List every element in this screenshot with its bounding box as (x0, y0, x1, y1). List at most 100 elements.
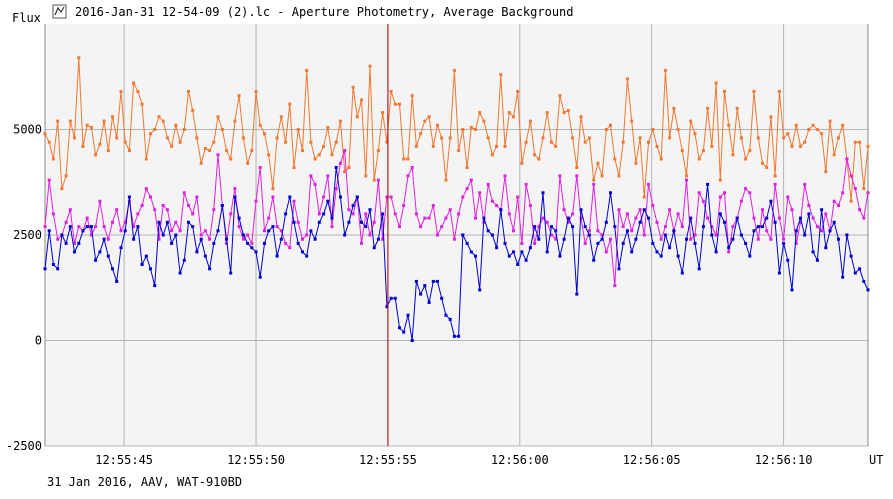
data-point (182, 258, 186, 262)
data-point (748, 149, 752, 153)
data-point (402, 157, 406, 161)
data-point (706, 216, 710, 220)
data-point (647, 216, 650, 220)
data-point (469, 125, 473, 129)
data-point (77, 225, 81, 229)
data-point (845, 233, 849, 237)
data-point (153, 128, 157, 131)
data-point (524, 258, 528, 262)
data-point (199, 161, 203, 165)
data-point (284, 212, 288, 216)
data-point (436, 233, 439, 237)
data-point (503, 174, 507, 178)
data-point (495, 144, 499, 148)
data-point (773, 182, 777, 186)
data-point (140, 263, 144, 266)
data-point (385, 140, 389, 144)
data-point (566, 220, 570, 224)
data-point (225, 241, 228, 245)
data-point (191, 225, 195, 229)
data-point (638, 208, 642, 212)
data-point (212, 140, 216, 144)
data-point (516, 263, 520, 266)
data-point (832, 199, 836, 203)
footer-caption: 31 Jan 2016, AAV, WAT-910BD (47, 475, 242, 489)
data-point (811, 123, 815, 127)
data-point (47, 140, 51, 144)
data-point (710, 144, 714, 148)
data-point (507, 111, 511, 115)
data-point (689, 119, 693, 123)
data-point (482, 119, 486, 123)
data-point (503, 241, 507, 245)
data-point (419, 132, 423, 136)
data-point (127, 195, 131, 199)
data-point (406, 157, 410, 161)
data-point (735, 106, 739, 110)
data-point (85, 123, 89, 127)
data-point (668, 246, 672, 250)
data-point (625, 212, 629, 216)
data-point (419, 225, 423, 229)
data-point (739, 233, 743, 237)
data-point (73, 241, 76, 245)
data-point (478, 111, 482, 115)
data-point (815, 225, 819, 229)
data-point (837, 204, 840, 207)
data-point (550, 233, 553, 237)
data-point (132, 225, 136, 229)
data-point (659, 237, 663, 241)
data-point (89, 225, 93, 229)
data-point (841, 275, 845, 279)
data-point (516, 90, 520, 93)
data-point (258, 166, 262, 169)
data-point (769, 237, 773, 241)
data-point (554, 144, 558, 148)
data-point (621, 225, 625, 229)
data-point (866, 288, 870, 292)
data-point (714, 233, 718, 237)
data-point (267, 153, 271, 157)
data-point (803, 140, 807, 144)
data-point (254, 199, 258, 203)
data-point (119, 229, 123, 233)
data-point (170, 241, 174, 245)
data-point (440, 136, 444, 140)
data-point (436, 279, 439, 283)
data-point (250, 241, 254, 245)
data-point (123, 229, 127, 233)
data-point (706, 182, 710, 186)
data-point (436, 123, 439, 127)
data-point (334, 187, 338, 191)
data-point (820, 132, 824, 136)
data-point (326, 125, 330, 129)
data-point (469, 178, 473, 182)
data-point (537, 157, 541, 161)
data-point (630, 229, 634, 233)
data-point (372, 220, 376, 224)
data-point (731, 225, 735, 229)
y-tick-label: 0 (35, 334, 42, 348)
data-point (398, 225, 401, 229)
data-point (136, 212, 140, 216)
data-point (533, 225, 537, 229)
data-point (111, 267, 114, 271)
data-point (858, 140, 862, 144)
data-point (685, 178, 688, 182)
data-point (279, 237, 283, 241)
data-point (744, 187, 748, 191)
data-point (275, 136, 279, 140)
data-point (208, 237, 212, 241)
data-point (448, 208, 452, 212)
data-point (748, 191, 752, 195)
data-point (537, 225, 541, 229)
data-point (799, 216, 802, 220)
data-point (575, 174, 579, 178)
data-point (571, 212, 575, 216)
data-point (545, 220, 549, 224)
data-point (849, 254, 853, 258)
data-point (381, 237, 385, 241)
data-point (98, 142, 102, 146)
data-point (187, 90, 190, 93)
data-point (402, 204, 406, 207)
